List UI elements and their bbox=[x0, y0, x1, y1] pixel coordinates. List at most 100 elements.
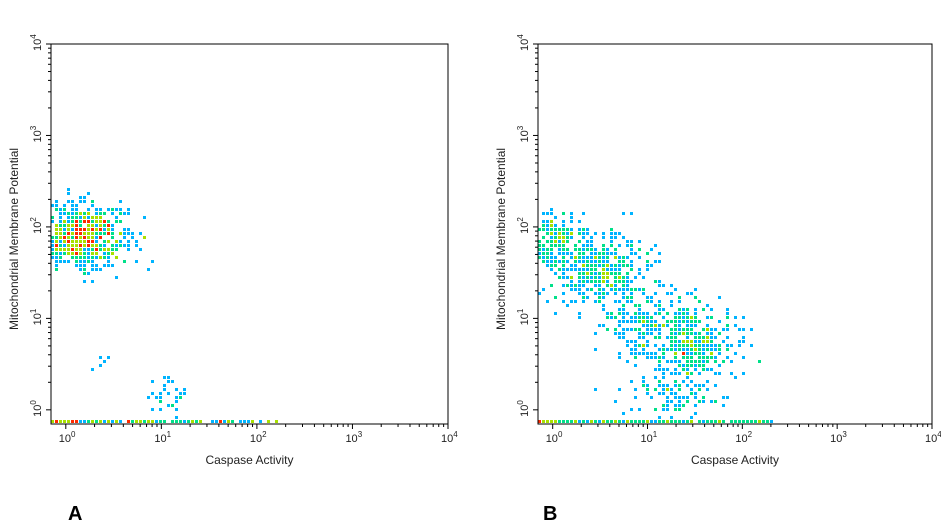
data-point bbox=[642, 376, 645, 379]
data-point bbox=[698, 300, 701, 303]
data-points bbox=[51, 188, 278, 423]
data-point bbox=[634, 356, 637, 359]
data-point bbox=[722, 360, 725, 363]
data-point bbox=[686, 340, 689, 343]
data-point bbox=[139, 420, 142, 423]
x-tick-label: 104 bbox=[925, 430, 941, 445]
data-point bbox=[706, 304, 709, 307]
data-point bbox=[75, 240, 78, 243]
data-point bbox=[83, 236, 86, 239]
data-point bbox=[570, 264, 573, 267]
data-point bbox=[654, 336, 657, 339]
data-point bbox=[698, 400, 701, 403]
data-point bbox=[630, 320, 633, 323]
data-point bbox=[554, 224, 557, 227]
data-point bbox=[634, 348, 637, 351]
data-point bbox=[59, 208, 62, 211]
data-point bbox=[702, 340, 705, 343]
data-point bbox=[618, 352, 621, 355]
data-point bbox=[139, 232, 142, 235]
data-point bbox=[662, 372, 665, 375]
data-point bbox=[538, 256, 541, 259]
data-point bbox=[662, 368, 665, 371]
data-point bbox=[546, 228, 549, 231]
data-point bbox=[67, 232, 70, 235]
data-point bbox=[694, 308, 697, 311]
data-point bbox=[550, 244, 553, 247]
data-point bbox=[590, 236, 593, 239]
data-point bbox=[614, 292, 617, 295]
data-point bbox=[59, 216, 62, 219]
data-point bbox=[215, 420, 218, 423]
data-point bbox=[602, 244, 605, 247]
data-point bbox=[566, 284, 569, 287]
data-point bbox=[79, 216, 82, 219]
data-point bbox=[634, 312, 637, 315]
data-point bbox=[618, 268, 621, 271]
data-point bbox=[558, 232, 561, 235]
data-point bbox=[670, 348, 673, 351]
data-point bbox=[91, 200, 94, 203]
data-point bbox=[562, 292, 565, 295]
data-point bbox=[710, 328, 713, 331]
data-point bbox=[179, 396, 182, 399]
data-point bbox=[63, 252, 66, 255]
data-point bbox=[159, 392, 162, 395]
data-point bbox=[698, 320, 701, 323]
data-point bbox=[55, 260, 58, 263]
data-point bbox=[674, 344, 677, 347]
data-point bbox=[690, 360, 693, 363]
data-point bbox=[79, 240, 82, 243]
data-point bbox=[67, 420, 70, 423]
data-point bbox=[598, 292, 601, 295]
data-point bbox=[594, 280, 597, 283]
data-point bbox=[562, 248, 565, 251]
data-point bbox=[171, 404, 174, 407]
data-point bbox=[598, 284, 601, 287]
data-point bbox=[107, 228, 110, 231]
data-point bbox=[626, 276, 629, 279]
data-point bbox=[670, 372, 673, 375]
data-point bbox=[71, 224, 74, 227]
data-point bbox=[63, 204, 66, 207]
data-point bbox=[670, 320, 673, 323]
data-point bbox=[598, 288, 601, 291]
data-point bbox=[686, 308, 689, 311]
data-point bbox=[91, 240, 94, 243]
data-point bbox=[634, 388, 637, 391]
data-point bbox=[179, 392, 182, 395]
data-point bbox=[706, 340, 709, 343]
data-point bbox=[51, 252, 54, 255]
data-point bbox=[570, 276, 573, 279]
data-point bbox=[650, 352, 653, 355]
data-point bbox=[638, 256, 641, 259]
data-point bbox=[710, 340, 713, 343]
data-point bbox=[546, 212, 549, 215]
data-point bbox=[694, 360, 697, 363]
data-point bbox=[99, 364, 102, 367]
data-point bbox=[678, 312, 681, 315]
data-point bbox=[55, 208, 58, 211]
data-point bbox=[554, 232, 557, 235]
data-point bbox=[690, 372, 693, 375]
data-point bbox=[75, 216, 78, 219]
data-point bbox=[710, 344, 713, 347]
data-point bbox=[107, 224, 110, 227]
data-point bbox=[550, 224, 553, 227]
data-point bbox=[103, 224, 106, 227]
data-point bbox=[678, 324, 681, 327]
data-point bbox=[674, 320, 677, 323]
data-point bbox=[610, 316, 613, 319]
data-point bbox=[626, 256, 629, 259]
data-point bbox=[690, 364, 693, 367]
x-tick-label: 102 bbox=[735, 430, 752, 445]
data-point bbox=[670, 344, 673, 347]
data-point bbox=[626, 312, 629, 315]
data-point bbox=[602, 264, 605, 267]
data-point bbox=[642, 288, 645, 291]
data-point bbox=[127, 248, 130, 251]
data-point bbox=[622, 256, 625, 259]
data-point bbox=[586, 296, 589, 299]
data-point bbox=[702, 328, 705, 331]
data-point bbox=[87, 224, 90, 227]
